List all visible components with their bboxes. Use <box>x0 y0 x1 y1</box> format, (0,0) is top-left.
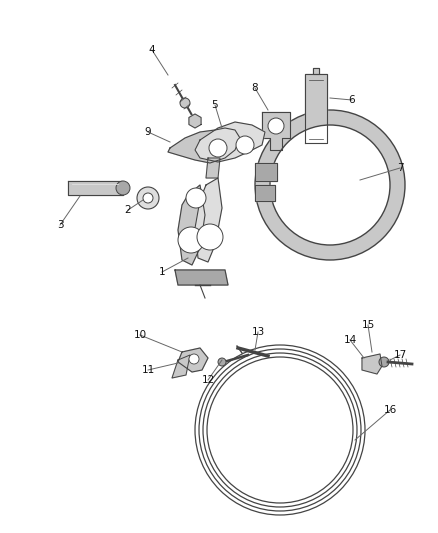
Polygon shape <box>195 178 222 262</box>
Text: 14: 14 <box>343 335 357 345</box>
Text: 11: 11 <box>141 365 155 375</box>
Polygon shape <box>168 128 240 163</box>
Text: 5: 5 <box>212 100 218 110</box>
Text: 6: 6 <box>349 95 355 105</box>
Text: 17: 17 <box>393 350 406 360</box>
Polygon shape <box>172 355 190 378</box>
Text: 10: 10 <box>134 330 147 340</box>
Text: 15: 15 <box>361 320 374 330</box>
Text: 3: 3 <box>57 220 64 230</box>
Circle shape <box>270 125 390 245</box>
Circle shape <box>197 224 223 250</box>
Circle shape <box>178 227 204 253</box>
Text: 12: 12 <box>201 375 215 385</box>
Polygon shape <box>68 181 123 195</box>
Circle shape <box>143 193 153 203</box>
Text: 16: 16 <box>383 405 397 415</box>
Polygon shape <box>189 114 201 128</box>
Text: 9: 9 <box>145 127 151 137</box>
Polygon shape <box>178 185 205 265</box>
Circle shape <box>268 118 284 134</box>
Circle shape <box>218 358 226 366</box>
Text: 1: 1 <box>159 267 165 277</box>
Circle shape <box>180 98 190 108</box>
Circle shape <box>209 139 227 157</box>
Polygon shape <box>362 354 382 374</box>
Circle shape <box>189 354 199 364</box>
Polygon shape <box>206 158 220 178</box>
Circle shape <box>379 357 389 367</box>
Circle shape <box>186 188 206 208</box>
Circle shape <box>236 136 254 154</box>
Polygon shape <box>175 270 228 285</box>
Text: 2: 2 <box>125 205 131 215</box>
Polygon shape <box>305 68 327 143</box>
Text: 4: 4 <box>148 45 155 55</box>
Text: 7: 7 <box>397 163 403 173</box>
Circle shape <box>116 181 130 195</box>
Polygon shape <box>195 122 265 162</box>
Text: 8: 8 <box>252 83 258 93</box>
Circle shape <box>255 110 405 260</box>
Polygon shape <box>262 112 290 150</box>
Polygon shape <box>255 185 275 201</box>
Circle shape <box>137 187 159 209</box>
Polygon shape <box>255 163 277 181</box>
Polygon shape <box>178 348 208 372</box>
Text: 13: 13 <box>251 327 265 337</box>
